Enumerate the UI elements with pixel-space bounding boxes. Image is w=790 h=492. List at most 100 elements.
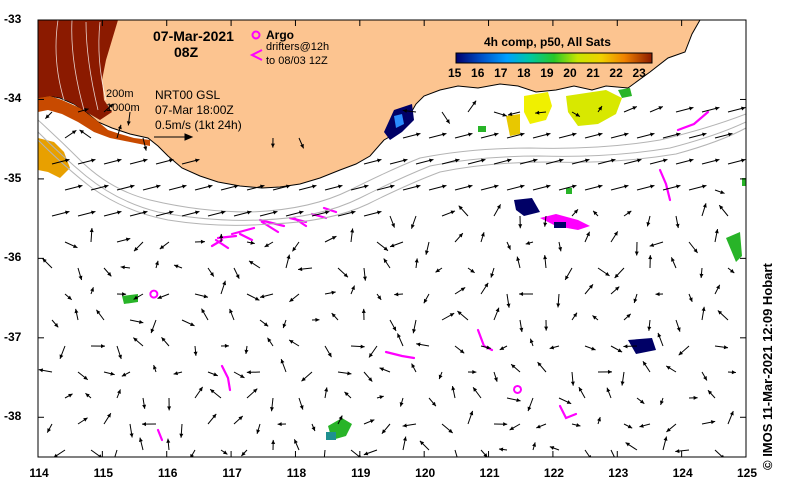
current-arrow <box>277 422 287 427</box>
current-arrow <box>493 204 502 217</box>
x-tick-label: 124 <box>672 466 693 480</box>
current-arrow <box>142 184 161 191</box>
current-arrow <box>282 319 287 329</box>
current-arrow <box>509 423 521 431</box>
current-arrow <box>288 339 300 347</box>
current-arrow <box>584 231 591 243</box>
current-arrow <box>194 239 205 244</box>
current-arrow <box>441 423 454 434</box>
current-arrow <box>77 158 96 165</box>
current-arrow <box>493 422 508 427</box>
current-arrow <box>246 293 260 301</box>
current-arrow <box>292 241 300 252</box>
current-arrow <box>454 345 465 354</box>
current-arrow <box>493 371 498 382</box>
current-arrow <box>264 241 274 248</box>
current-arrow <box>623 106 638 113</box>
current-arrow <box>194 184 213 191</box>
plot-frame <box>37 19 747 458</box>
current-arrow <box>363 158 382 165</box>
current-arrow <box>714 284 721 295</box>
current-arrow <box>376 395 384 400</box>
imos-credit: © IMOS 11-Mar-2021 12:09 Hobart <box>760 263 775 470</box>
current-arrow <box>614 267 625 279</box>
current-arrow <box>467 100 477 113</box>
current-arrow <box>675 215 680 229</box>
current-arrow <box>438 371 443 380</box>
sst-patches <box>122 88 746 440</box>
current-arrow <box>363 371 373 382</box>
current-arrow <box>620 371 625 386</box>
current-arrow <box>727 370 736 375</box>
current-arrow <box>597 158 616 165</box>
current-arrow <box>166 438 171 451</box>
current-arrow <box>506 132 525 139</box>
current-arrow <box>571 111 581 117</box>
current-arrow <box>85 392 92 399</box>
argo-float-marker <box>149 289 159 299</box>
current-arrow <box>103 103 114 113</box>
current-arrow <box>441 312 455 321</box>
current-arrow <box>714 228 719 243</box>
current-arrow <box>549 345 560 350</box>
current-arrow <box>597 369 613 374</box>
current-arrow <box>153 364 157 373</box>
current-arrow <box>688 293 693 303</box>
current-arrow <box>59 345 66 360</box>
current-arrow <box>362 267 367 281</box>
current-arrow <box>138 437 144 451</box>
current-arrow <box>435 267 443 273</box>
current-arrow <box>46 423 53 433</box>
current-arrow <box>493 307 500 321</box>
current-arrow <box>714 189 725 194</box>
current-arrow <box>584 284 594 295</box>
current-arrow <box>402 108 417 113</box>
current-arrow <box>480 449 488 457</box>
current-arrow <box>116 292 127 297</box>
current-arrow <box>90 184 109 191</box>
current-arrow <box>675 319 681 332</box>
current-arrow <box>280 358 287 373</box>
current-arrow <box>298 397 304 410</box>
current-arrow <box>529 338 534 347</box>
current-arrow <box>350 184 369 191</box>
current-arrow <box>77 108 89 113</box>
current-arrow <box>344 391 352 399</box>
current-arrow <box>499 345 508 351</box>
current-arrow <box>233 415 244 425</box>
current-arrow <box>670 257 677 269</box>
current-arrow <box>558 132 577 139</box>
colorbar-tick-label: 21 <box>586 66 600 80</box>
current-arrow <box>423 293 430 304</box>
current-arrow <box>220 449 228 455</box>
currents-time: 07-Mar 18:00Z <box>155 103 234 117</box>
current-arrow <box>727 267 735 274</box>
current-arrow <box>727 158 746 165</box>
current-arrow <box>79 129 92 139</box>
current-arrow <box>311 423 316 432</box>
current-arrow <box>657 332 664 347</box>
current-arrow <box>675 106 694 113</box>
current-arrow <box>89 227 94 243</box>
current-arrow <box>518 215 523 229</box>
current-arrow <box>142 137 148 151</box>
current-arrow <box>323 449 326 457</box>
current-arrow <box>220 184 239 191</box>
map-time: 08Z <box>174 44 199 60</box>
current-arrow <box>181 319 195 327</box>
current-arrow <box>96 309 105 321</box>
current-arrow <box>493 158 512 165</box>
current-arrow <box>571 423 581 428</box>
current-arrow <box>142 397 147 409</box>
current-arrow <box>209 388 222 399</box>
current-arrow <box>688 395 698 400</box>
current-arrow <box>718 204 729 217</box>
current-arrow <box>157 293 170 299</box>
current-arrow <box>376 184 395 191</box>
current-arrow <box>248 260 261 269</box>
current-arrow <box>126 111 131 126</box>
current-arrow <box>636 184 655 191</box>
current-arrow <box>662 436 668 451</box>
current-arrow <box>506 184 525 191</box>
current-arrow <box>419 440 430 451</box>
